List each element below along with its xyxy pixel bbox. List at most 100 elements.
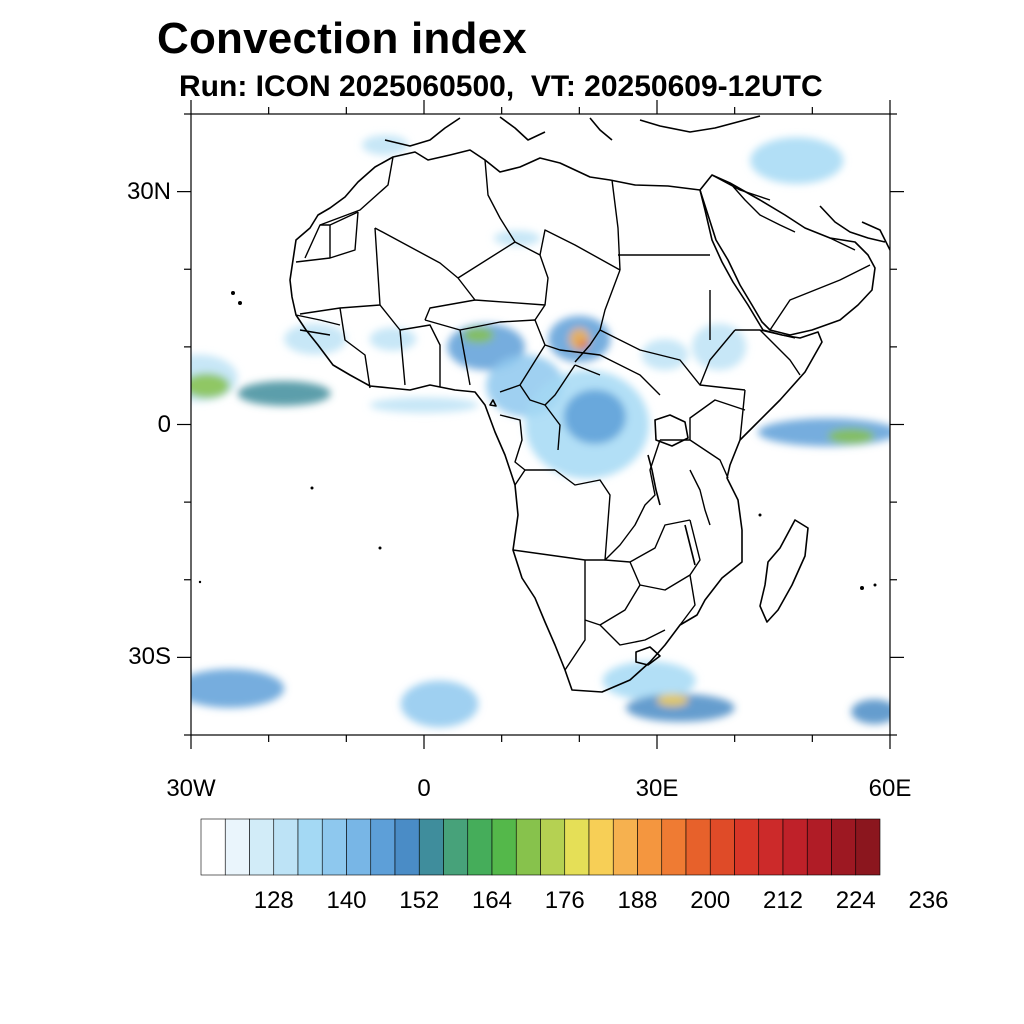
colorbar-box xyxy=(855,818,881,876)
colorbar xyxy=(200,818,881,876)
colorbar-box xyxy=(734,818,760,876)
field-algeria-north xyxy=(361,134,409,156)
field-ethiopia xyxy=(691,323,747,371)
border-gabon-congo xyxy=(499,404,561,471)
lat-label: 30N xyxy=(126,177,171,205)
lon-label: 0 xyxy=(417,775,431,802)
convection-field xyxy=(191,134,890,728)
border-arabia xyxy=(711,174,871,331)
colorbar-box xyxy=(637,818,663,876)
field-gulf-guinea-band xyxy=(369,397,479,413)
colorbar-box xyxy=(685,818,711,876)
field-near-east xyxy=(750,137,844,184)
field-congo-inner xyxy=(563,389,626,444)
colorbar-box xyxy=(443,818,469,876)
colorbar-box xyxy=(612,818,638,876)
colorbar-label: 164 xyxy=(471,887,513,914)
border-drc xyxy=(554,439,661,561)
lake-tanganyika xyxy=(647,454,661,506)
field-west-atlantic-core xyxy=(191,373,230,399)
colorbar-box xyxy=(467,818,493,876)
border-mali-algeria xyxy=(299,227,459,315)
border-nigeria xyxy=(459,319,546,393)
persian-gulf xyxy=(819,205,890,251)
border-algeria-libya xyxy=(457,159,541,279)
colorbar-label: 176 xyxy=(544,887,585,914)
border-somalia xyxy=(759,329,801,376)
border-angola xyxy=(512,469,605,620)
colorbar-box xyxy=(782,818,808,876)
colorbar-box xyxy=(394,818,420,876)
colorbar-box xyxy=(588,818,614,876)
colorbar-box xyxy=(200,818,226,876)
lat-label: 0 xyxy=(157,410,171,438)
lake-victoria xyxy=(654,414,689,447)
colorbar-label: 236 xyxy=(908,887,949,914)
country-borders xyxy=(295,156,871,671)
bioko xyxy=(489,399,497,407)
border-morocco-algeria xyxy=(304,156,394,259)
colorbar-label: 128 xyxy=(253,887,294,914)
border-car xyxy=(544,344,661,396)
colorbar-label: 152 xyxy=(399,887,440,914)
colorbar-box xyxy=(273,818,299,876)
border-sudan-south xyxy=(599,329,736,386)
colorbar-box xyxy=(297,818,323,876)
field-indian-ocean-core xyxy=(827,428,875,444)
colorbar-box xyxy=(564,818,590,876)
axis-ticks xyxy=(177,100,904,749)
lesotho-border xyxy=(635,646,661,666)
border-west-africa xyxy=(339,304,461,389)
colorbar-box xyxy=(758,818,784,876)
field-indian-ocean-band xyxy=(757,418,890,447)
lon-label: 60E xyxy=(868,775,912,802)
colorbar-box xyxy=(709,818,735,876)
colorbar-box xyxy=(540,818,566,876)
lon-label: 30E xyxy=(635,775,679,802)
field-mali-burkina xyxy=(369,327,417,351)
plot-title: Convection index xyxy=(157,14,527,63)
border-zambia xyxy=(604,519,691,591)
madagascar-coastline xyxy=(759,519,809,623)
colorbar-box xyxy=(418,818,444,876)
border-mozambique xyxy=(679,519,701,626)
field-agulhas-core xyxy=(657,693,689,707)
plot-subtitle: Run: ICON 2025060500, VT: 20250609-12UTC xyxy=(179,70,823,103)
colorbar-label: 200 xyxy=(690,887,731,914)
border-niger-chad xyxy=(424,254,549,321)
lon-label: 30W xyxy=(166,775,216,802)
field-southern-ocean-east xyxy=(851,699,890,725)
border-east-africa xyxy=(660,399,746,526)
border-mauritania xyxy=(295,211,359,263)
coastlines xyxy=(289,115,890,693)
colorbar-label: 224 xyxy=(835,887,876,914)
field-sw-atlantic-band xyxy=(191,669,285,708)
colorbar-box xyxy=(346,818,372,876)
colorbar-box xyxy=(491,818,517,876)
colorbar-box xyxy=(515,818,541,876)
colorbar-box xyxy=(321,818,347,876)
field-south-atlantic-front xyxy=(400,680,479,728)
field-west-africa-sahel xyxy=(284,323,347,355)
field-agulhas-band xyxy=(625,693,735,722)
border-libya-egypt xyxy=(539,179,621,271)
border-namibia-botswana xyxy=(584,584,666,646)
colorbar-label: 140 xyxy=(326,887,367,914)
lat-label: 30S xyxy=(128,643,171,671)
field-chad-peak xyxy=(578,340,588,349)
colorbar-box xyxy=(831,818,857,876)
colorbar-box xyxy=(661,818,687,876)
field-south-africa-front xyxy=(602,661,696,701)
arabia-coastline xyxy=(699,174,876,336)
field-nigeria-core xyxy=(462,327,494,343)
africa-coastline xyxy=(289,149,823,693)
border-senegal xyxy=(295,314,341,336)
border-south-africa xyxy=(564,620,586,671)
colorbar-box xyxy=(224,818,250,876)
colorbar-label: 212 xyxy=(762,887,804,914)
field-libya-north xyxy=(493,230,541,246)
colorbar-box xyxy=(806,818,832,876)
colorbar-label: 188 xyxy=(617,887,658,914)
colorbar-box xyxy=(370,818,396,876)
